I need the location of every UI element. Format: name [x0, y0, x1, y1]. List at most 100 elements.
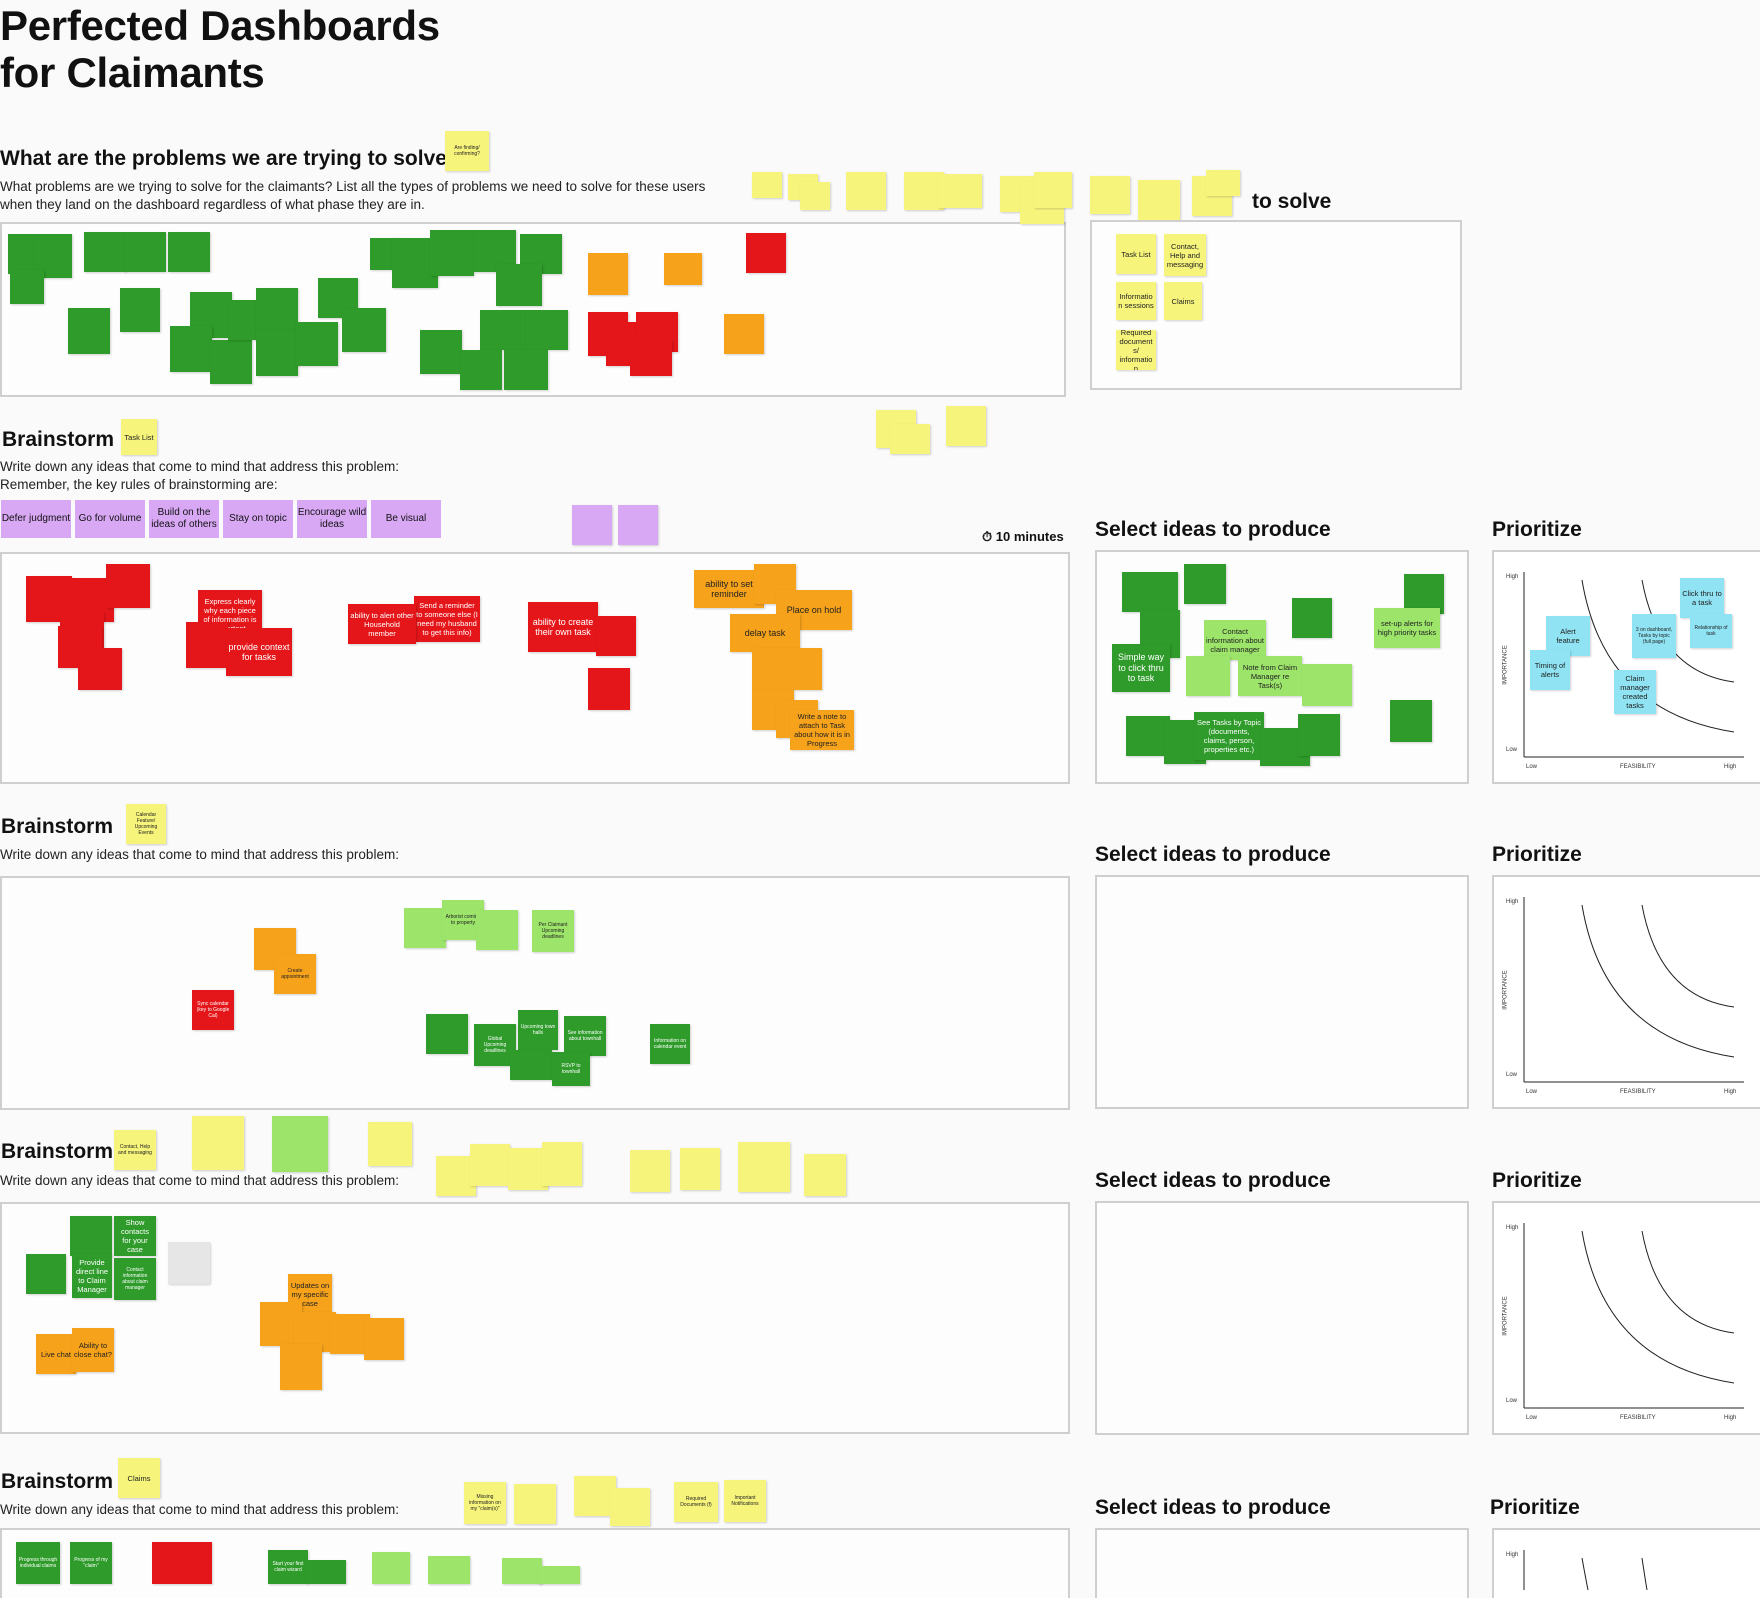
sticky-note[interactable]: Ability to close chat? [72, 1328, 114, 1372]
sticky-note[interactable] [510, 1050, 552, 1080]
sticky-note[interactable]: See information about townhall [564, 1016, 606, 1056]
sticky-note[interactable] [272, 1116, 328, 1172]
select4-frame[interactable] [1095, 1528, 1469, 1598]
sticky-note[interactable] [78, 648, 122, 690]
brainstorm3-frame[interactable] [0, 1202, 1070, 1434]
sticky-note[interactable] [120, 288, 160, 332]
sticky-note[interactable] [342, 308, 386, 352]
sticky-note[interactable] [938, 174, 982, 208]
sticky-note[interactable]: delay task [730, 614, 800, 652]
sticky-note[interactable] [372, 1552, 410, 1584]
sticky-note[interactable] [514, 1484, 556, 1524]
sticky-note[interactable]: 3 on dashboard, Tasks by topic (full pag… [1632, 614, 1676, 658]
sticky-note[interactable] [186, 622, 228, 668]
sticky-note[interactable] [1138, 180, 1180, 220]
sticky-note[interactable]: ability to set reminder [694, 570, 764, 608]
sticky-note[interactable] [330, 1314, 370, 1354]
sticky-note[interactable]: Send a reminder to someone else (I need … [414, 596, 480, 642]
sticky-note[interactable]: Progress through individual claims [16, 1542, 60, 1584]
sticky-note[interactable]: ability to alert other Household member [348, 604, 416, 644]
sticky-note[interactable] [152, 1542, 212, 1584]
sticky-note[interactable] [256, 288, 298, 332]
sticky-note[interactable] [890, 424, 930, 454]
sticky-note[interactable] [572, 505, 612, 545]
sticky-note[interactable]: Required documents/ information [1116, 330, 1156, 370]
select2-frame[interactable] [1095, 875, 1469, 1109]
sticky-note[interactable] [1090, 176, 1130, 214]
sticky-note[interactable]: ability to create their own task [528, 602, 598, 652]
brainstorm1-frame[interactable] [0, 552, 1070, 784]
topic-tag[interactable]: Calendar Feature/ Upcoming Events [126, 804, 166, 844]
sticky-note[interactable] [1390, 700, 1432, 742]
sticky-note[interactable]: Global Upcoming deadlines [474, 1024, 516, 1066]
sticky-note[interactable] [1122, 572, 1178, 612]
sticky-note[interactable]: RSVP to townhall [552, 1052, 590, 1086]
sticky-note[interactable] [168, 232, 210, 272]
sticky-note[interactable] [504, 350, 548, 390]
sticky-note[interactable]: Important Notifications [724, 1480, 766, 1522]
sticky-note[interactable] [752, 172, 782, 198]
sticky-note[interactable]: Alert feature [1546, 616, 1590, 656]
sticky-note[interactable]: Are finding/ confirming? [445, 131, 489, 171]
sticky-note[interactable] [306, 1560, 346, 1584]
sticky-note[interactable] [664, 253, 702, 285]
sticky-note[interactable]: Upcoming town halls [518, 1010, 558, 1050]
sticky-note[interactable] [170, 326, 212, 372]
sticky-note[interactable] [476, 910, 518, 950]
sticky-note[interactable] [470, 1144, 510, 1186]
sticky-note[interactable] [588, 668, 630, 710]
sticky-note[interactable]: Live chat [36, 1334, 76, 1374]
sticky-note[interactable]: Click thru to a task [1680, 578, 1724, 618]
sticky-note[interactable]: delay taskprovide context for tasks [226, 628, 292, 676]
topic-tag[interactable]: Contact, Help and messaging [114, 1130, 156, 1170]
sticky-note[interactable]: Sync calendar (key to Google Cal) [192, 990, 234, 1030]
sticky-note[interactable]: Write a note to attach to Task about how… [790, 710, 854, 750]
sticky-note[interactable] [280, 1344, 322, 1390]
sticky-note[interactable]: Information on calendar event [650, 1024, 690, 1064]
sticky-note[interactable] [1292, 598, 1332, 638]
sticky-note[interactable] [368, 1122, 412, 1166]
sticky-note[interactable] [210, 340, 252, 384]
sticky-note[interactable] [404, 908, 446, 948]
sticky-note[interactable]: Simple way to click thru to task [1112, 644, 1170, 692]
sticky-note[interactable] [800, 182, 830, 210]
sticky-note[interactable]: Note from Claim Manager re Task(s) [1238, 656, 1302, 696]
sticky-note[interactable]: Per Claimant Upcoming deadlines [532, 910, 574, 952]
topic-tag[interactable]: Claims [118, 1458, 160, 1498]
sticky-note[interactable]: Timing of alerts [1530, 650, 1570, 690]
sticky-note[interactable] [1206, 170, 1240, 196]
sticky-note[interactable] [1186, 656, 1230, 696]
sticky-note[interactable] [428, 1556, 470, 1584]
sticky-note[interactable] [364, 1318, 404, 1360]
sticky-note[interactable] [724, 314, 764, 354]
sticky-note[interactable]: Required Documents (f) [674, 1482, 718, 1522]
sticky-note[interactable]: See Tasks by Topic (documents, claims, p… [1194, 712, 1264, 760]
sticky-note[interactable] [574, 1476, 616, 1516]
sticky-note[interactable] [426, 1014, 468, 1054]
prioritize4-matrix[interactable]: High [1492, 1528, 1760, 1598]
sticky-note[interactable] [70, 1216, 112, 1256]
sticky-note[interactable] [1034, 172, 1072, 208]
sticky-note[interactable] [588, 253, 628, 295]
sticky-note[interactable] [738, 1142, 790, 1192]
sticky-note[interactable]: Contact information about claim manager [114, 1258, 156, 1300]
sticky-note[interactable] [538, 1566, 580, 1584]
sticky-note[interactable]: Show contacts for your case [114, 1216, 156, 1256]
sticky-note[interactable] [526, 310, 568, 350]
sticky-note[interactable] [630, 340, 672, 376]
sticky-note[interactable] [436, 1156, 476, 1196]
sticky-note[interactable] [124, 232, 166, 272]
sticky-note[interactable]: Claims [1164, 282, 1202, 320]
sticky-note[interactable]: Contact information about claim manager [1204, 620, 1266, 660]
timer[interactable]: ⏱ 10 minutes [982, 529, 1064, 545]
sticky-note[interactable] [804, 1154, 846, 1196]
sticky-note[interactable]: Provide direct line to Claim Manager [72, 1254, 112, 1298]
sticky-note[interactable]: Start your first claim wizard [268, 1550, 308, 1584]
sticky-note[interactable] [256, 330, 298, 376]
sticky-note[interactable]: Information sessions [1116, 282, 1156, 320]
sticky-note[interactable] [296, 322, 338, 366]
sticky-note[interactable] [846, 172, 886, 210]
sticky-note[interactable]: Contact, Help and messaging [1164, 234, 1206, 276]
sticky-note[interactable] [84, 232, 126, 272]
sticky-note[interactable] [596, 616, 636, 656]
